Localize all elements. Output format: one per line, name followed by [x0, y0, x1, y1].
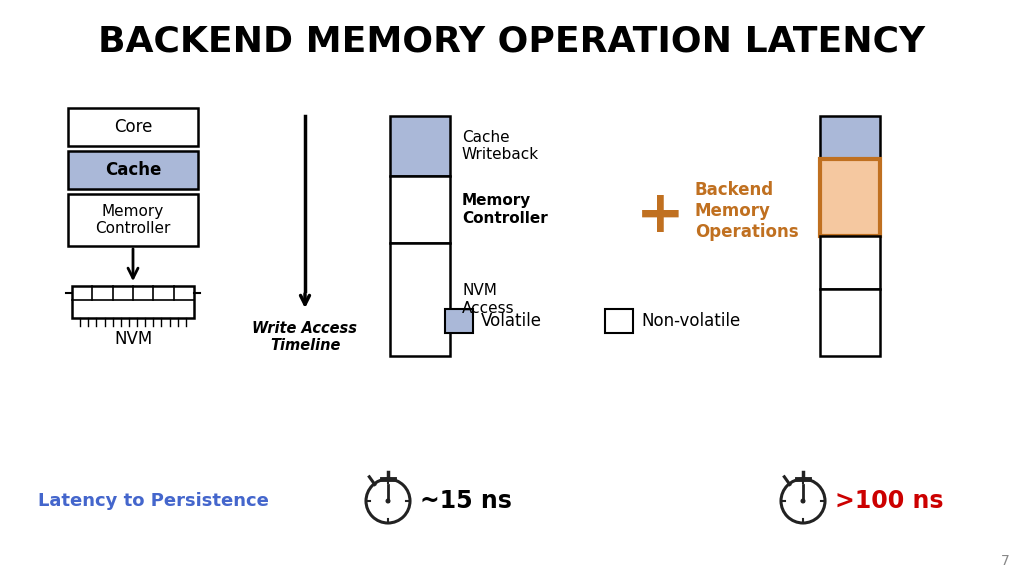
Text: Latency to Persistence: Latency to Persistence	[38, 492, 269, 510]
Bar	[820, 236, 880, 289]
Bar	[68, 151, 198, 189]
Text: >100 ns: >100 ns	[835, 489, 943, 513]
Text: Volatile: Volatile	[481, 312, 542, 330]
Bar	[390, 176, 450, 243]
Text: 7: 7	[1001, 554, 1010, 568]
Text: Cache
Writeback: Cache Writeback	[462, 130, 539, 162]
Text: Cache: Cache	[104, 161, 161, 179]
Text: Core: Core	[114, 118, 153, 136]
Text: Write Access
Timeline: Write Access Timeline	[253, 321, 357, 354]
Bar	[390, 243, 450, 356]
Circle shape	[801, 499, 805, 503]
Bar	[390, 116, 450, 176]
Text: ~15 ns: ~15 ns	[420, 489, 512, 513]
Circle shape	[386, 499, 390, 503]
Bar	[68, 108, 198, 146]
Text: Backend
Memory
Operations: Backend Memory Operations	[695, 181, 799, 241]
Text: Non-volatile: Non-volatile	[641, 312, 740, 330]
Bar	[820, 116, 880, 159]
Bar	[820, 289, 880, 356]
Bar	[820, 159, 880, 236]
Text: Memory
Controller: Memory Controller	[462, 194, 548, 226]
Text: NVM
Access: NVM Access	[462, 283, 515, 316]
Bar	[72, 286, 194, 318]
Text: NVM: NVM	[114, 330, 153, 348]
Bar	[445, 309, 473, 333]
Text: Memory
Controller: Memory Controller	[95, 204, 171, 236]
Text: BACKEND MEMORY OPERATION LATENCY: BACKEND MEMORY OPERATION LATENCY	[98, 24, 926, 58]
Text: +: +	[636, 188, 684, 244]
Bar	[605, 309, 633, 333]
Bar	[68, 194, 198, 246]
